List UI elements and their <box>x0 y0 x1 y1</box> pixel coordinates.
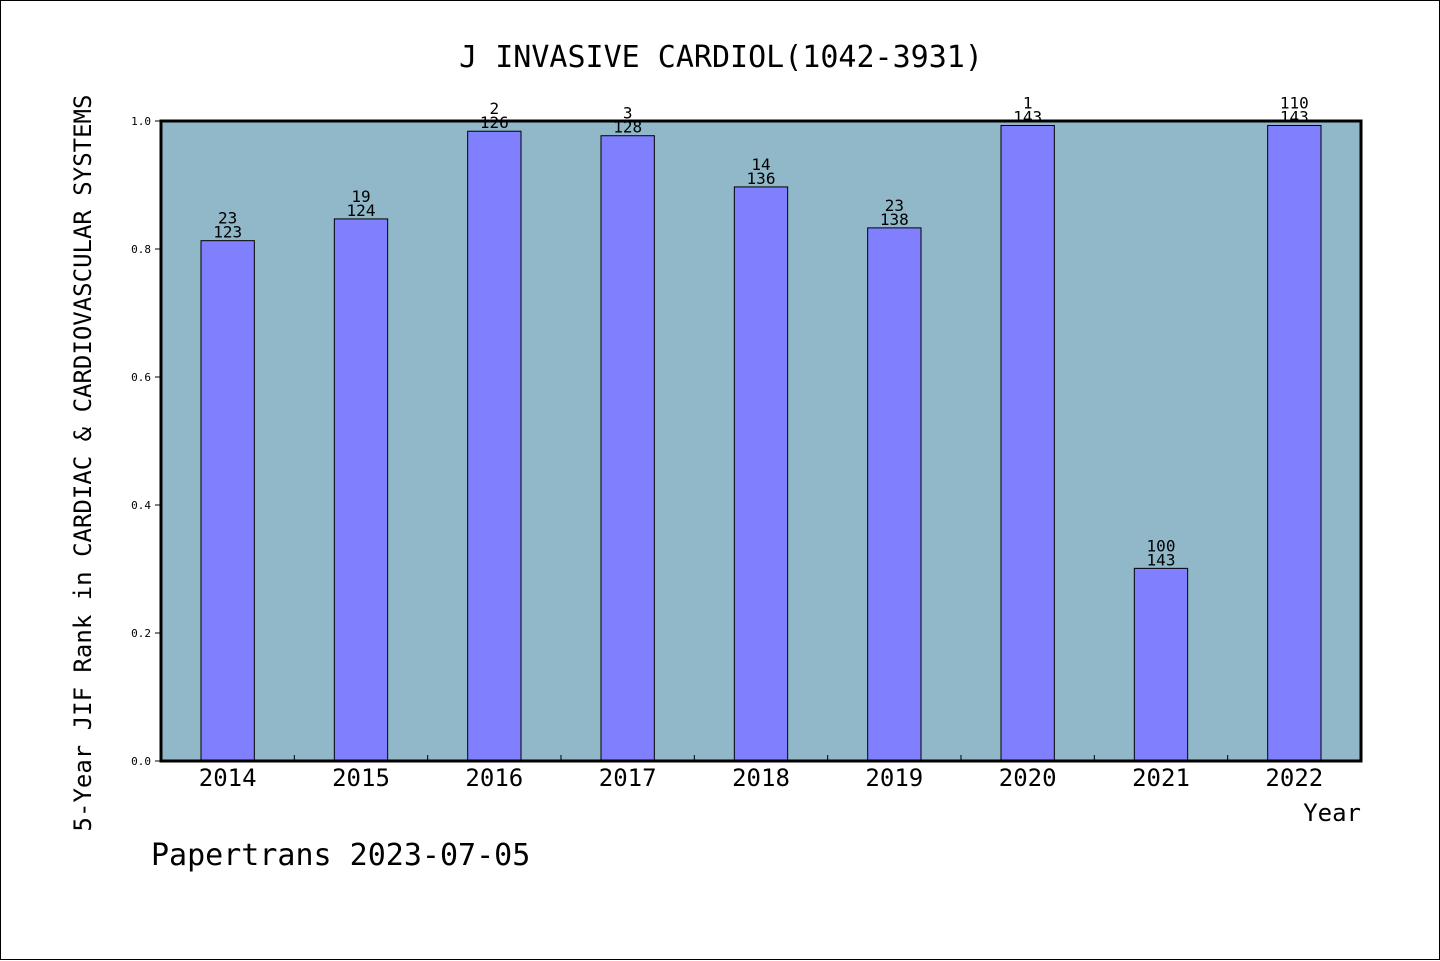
data-label-rank: 23 <box>218 209 237 228</box>
x-tick-label: 2020 <box>999 764 1057 792</box>
x-tick-label: 2018 <box>732 764 790 792</box>
data-label-rank: 100 <box>1147 536 1176 555</box>
data-label-total: 123 <box>213 223 242 242</box>
data-label-rank: 19 <box>351 187 370 206</box>
chart-marks: 0.00.20.40.60.81.02014231232015191242016… <box>131 93 1323 792</box>
bar-2017 <box>600 135 655 762</box>
bar-2016 <box>467 130 522 762</box>
x-tick-label: 2022 <box>1265 764 1323 792</box>
y-tick-label: 0.2 <box>131 627 151 640</box>
bar-2021 <box>1133 567 1189 762</box>
bar-2015 <box>333 218 389 762</box>
chart-title: J INVASIVE CARDIOL(1042-3931) <box>459 40 983 75</box>
x-tick-label: 2015 <box>332 764 390 792</box>
bar-2014 <box>200 240 255 762</box>
data-label-total: 126 <box>480 113 509 132</box>
footer-text: Papertrans 2023-07-05 <box>151 838 530 873</box>
x-tick-label: 2016 <box>465 764 523 792</box>
data-label-rank: 14 <box>751 155 770 174</box>
data-label-rank: 2 <box>490 99 500 118</box>
data-label-rank: 23 <box>885 196 904 215</box>
x-axis-label: Year <box>1303 799 1361 827</box>
y-tick-label: 0.6 <box>131 371 151 384</box>
data-label-total: 143 <box>1147 550 1176 569</box>
data-label-total: 143 <box>1280 107 1309 126</box>
data-label-rank: 1 <box>1023 93 1033 112</box>
y-tick-label: 0.0 <box>131 755 151 768</box>
y-tick-label: 1.0 <box>131 115 151 128</box>
x-tick-label: 2021 <box>1132 764 1190 792</box>
x-tick-label: 2019 <box>865 764 923 792</box>
data-label-total: 138 <box>880 210 909 229</box>
bar-2020 <box>1000 124 1055 762</box>
y-tick-label: 0.8 <box>131 243 151 256</box>
x-tick-label: 2014 <box>199 764 257 792</box>
data-label-rank: 110 <box>1280 93 1309 112</box>
y-tick-label: 0.4 <box>131 499 151 512</box>
bar-2018 <box>733 186 789 762</box>
data-label-total: 124 <box>347 201 376 220</box>
x-tick-label: 2017 <box>599 764 657 792</box>
plot-border <box>159 119 1363 763</box>
bar-2019 <box>867 227 922 762</box>
y-axis-label: 5-Year JIF Rank in CARDIAC & CARDIOVASCU… <box>69 95 97 832</box>
bar-2022 <box>1267 124 1322 762</box>
data-label-total: 143 <box>1013 107 1042 126</box>
data-label-total: 136 <box>747 169 776 188</box>
data-label-rank: 3 <box>623 104 633 123</box>
